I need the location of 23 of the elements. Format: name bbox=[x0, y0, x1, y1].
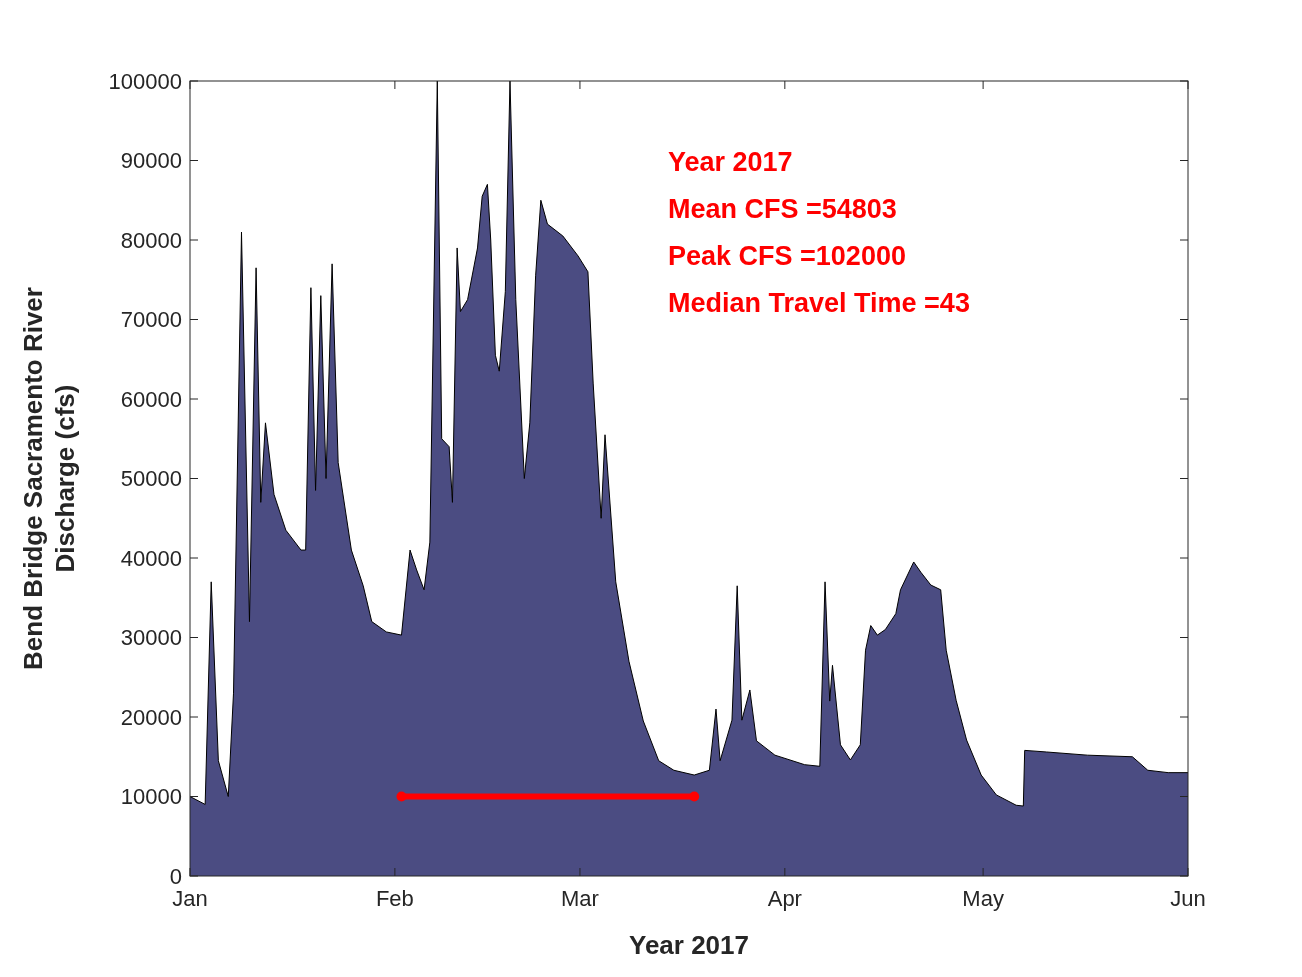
y-tick-label: 20000 bbox=[120, 704, 182, 730]
annotation: Year 2017 bbox=[668, 147, 793, 177]
y-tick-label: 0 bbox=[169, 863, 182, 889]
y-tick-label: 100000 bbox=[108, 68, 182, 94]
annotation: Median Travel Time =43 bbox=[668, 288, 970, 318]
annotation: Peak CFS =102000 bbox=[668, 241, 906, 271]
y-tick-label: 30000 bbox=[120, 625, 182, 651]
y-axis-title: Bend Bridge Sacramento River Discharge (cfs) bbox=[18, 287, 80, 670]
y-tick-label: 60000 bbox=[120, 386, 182, 412]
x-tick-label: Feb bbox=[375, 886, 414, 911]
y-tick-label: 10000 bbox=[120, 784, 182, 810]
x-axis-title: Year 2017 bbox=[628, 930, 750, 960]
x-tick-label: May bbox=[962, 886, 1004, 911]
x-tick-label: Jun bbox=[1170, 886, 1206, 911]
y-tick-label: 70000 bbox=[120, 307, 182, 333]
x-tick-label: Mar bbox=[561, 886, 599, 911]
y-tick-label: 80000 bbox=[120, 227, 182, 253]
y-tick-label: 40000 bbox=[120, 545, 182, 571]
y-tick-label: 50000 bbox=[120, 466, 182, 492]
x-tick-label: Apr bbox=[767, 886, 802, 911]
x-tick-label: Jan bbox=[172, 886, 208, 911]
y-tick-label: 90000 bbox=[120, 148, 182, 174]
annotation: Mean CFS =54803 bbox=[668, 194, 897, 224]
